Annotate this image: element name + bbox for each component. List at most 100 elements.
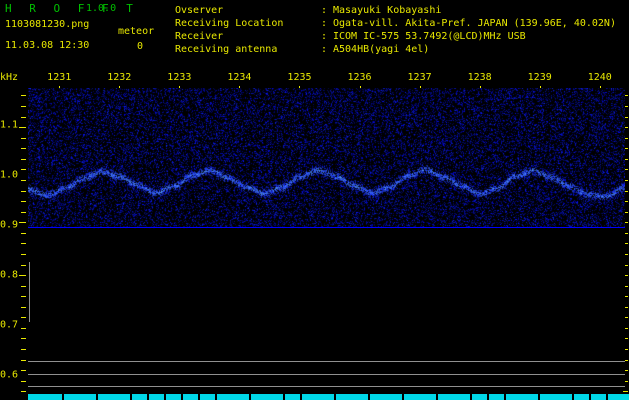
x-axis-tick-labels: 1231 1232 1233 1234 1235 1236 1237 1238 1239 1240 [0, 72, 629, 86]
y-tick-mark [21, 159, 26, 160]
info-row: Receiving antenna: A504HB(yagi 4el) [175, 43, 616, 56]
y-tick-mark-right [623, 159, 628, 160]
y-tick-mark [21, 317, 26, 318]
y-tick-mark [21, 254, 26, 255]
spectrogram-noise-canvas [28, 88, 625, 391]
x-tick-label: 1234 [227, 72, 252, 83]
app-title: H R O F F T [5, 2, 139, 15]
y-tick-mark [21, 296, 26, 297]
time-marker-gap [572, 394, 574, 400]
info-key: Receiving Location [175, 18, 284, 29]
time-marker-gap [334, 394, 336, 400]
info-key: Receiver [175, 31, 224, 42]
y-tick-label: 0.9 [0, 219, 19, 231]
y-tick-mark-right [623, 106, 628, 107]
y-tick-mark-right [623, 286, 628, 287]
y-tick-mark [21, 307, 26, 308]
info-separator: : [321, 5, 328, 16]
time-marker-gap [436, 394, 438, 400]
x-tick-label: 1231 [47, 72, 72, 83]
y-tick-mark-right [623, 180, 628, 181]
y-tick-mark-right [623, 254, 628, 255]
time-marker-gap [368, 394, 370, 400]
y-tick-mark [21, 370, 26, 371]
y-tick-mark [21, 95, 26, 96]
y-tick-mark [19, 127, 26, 128]
x-tick-label: 1240 [587, 72, 612, 83]
info-row: Receiver: ICOM IC-575 53.7492(@LCD)MHz US… [175, 30, 616, 43]
y-tick-mark-right [623, 191, 628, 192]
header-panel: H R O F F T 1.0.0 1103081230.png 11.03.0… [0, 0, 629, 66]
time-marker-gap [589, 394, 591, 400]
gray-line-1 [28, 361, 625, 362]
time-marker-gap [198, 394, 200, 400]
y-tick-mark-right [623, 317, 628, 318]
y-tick-mark-right [623, 212, 628, 213]
time-marker-gap [402, 394, 404, 400]
time-marker-gap [181, 394, 183, 400]
info-separator: : [321, 18, 328, 29]
meteor-label: meteor [118, 26, 155, 37]
time-marker-gap [504, 394, 506, 400]
y-tick-mark [21, 201, 26, 202]
y-tick-mark-right [623, 233, 628, 234]
y-tick-mark-right [623, 349, 628, 350]
y-tick-mark [21, 265, 26, 266]
y-tick-mark-right [623, 201, 628, 202]
time-marker-gap [300, 394, 302, 400]
y-tick-label: 0.8 [0, 269, 19, 281]
y-tick-mark-right [623, 138, 628, 139]
y-tick-mark [21, 349, 26, 350]
y-tick-mark [21, 391, 26, 392]
x-tick-label: 1232 [107, 72, 132, 83]
carrier-line [28, 227, 625, 228]
y-tick-mark-right [623, 265, 628, 266]
y-tick-label: 0.6 [0, 369, 19, 381]
meteor-count: 0 [136, 41, 144, 52]
x-tick-label: 1235 [287, 72, 312, 83]
time-marker-gap [249, 394, 251, 400]
time-marker-gap [538, 394, 540, 400]
y-tick-mark [19, 275, 26, 276]
info-separator: : [321, 44, 328, 55]
y-tick-mark-right [623, 307, 628, 308]
y-tick-mark-right [623, 148, 628, 149]
info-row: Ovserver: Masayuki Kobayashi [175, 4, 616, 17]
x-tick-label: 1239 [527, 72, 552, 83]
y-tick-mark [21, 233, 26, 234]
info-key: Ovserver [175, 5, 224, 16]
y-tick-mark [21, 169, 26, 170]
x-tick-label: 1238 [467, 72, 492, 83]
spectrogram-plot [28, 88, 625, 391]
info-key: Receiving antenna [175, 44, 278, 55]
info-value: Ogata-vill. Akita-Pref. JAPAN (139.96E, … [333, 18, 616, 29]
gray-vertical [29, 262, 30, 322]
y-tick-mark-right [623, 243, 628, 244]
y-axis-unit-label: kHz [0, 72, 19, 83]
y-tick-mark-right [623, 381, 628, 382]
y-tick-mark-right [623, 391, 628, 392]
time-marker-gap [606, 394, 608, 400]
time-marker-gap [130, 394, 132, 400]
observation-info-table: Ovserver: Masayuki Kobayashi Receiving Loc… [175, 4, 616, 56]
y-tick-mark-right [623, 169, 628, 170]
y-tick-mark-right [623, 370, 628, 371]
time-marker-gap [164, 394, 166, 400]
y-tick-mark-right [623, 296, 628, 297]
y-tick-label: 1.1 [0, 119, 19, 131]
y-tick-mark [21, 286, 26, 287]
y-tick-mark [21, 243, 26, 244]
info-row: Receiving Location: Ogata-vill. Akita-Pre… [175, 17, 616, 30]
y-tick-mark [21, 191, 26, 192]
y-tick-mark-right [623, 328, 628, 329]
time-marker-gap [470, 394, 472, 400]
y-axis-tick-labels: 1.1 1.0 0.9 0.8 0.7 0.6 [0, 86, 28, 391]
gray-line-2 [28, 374, 625, 375]
y-tick-mark [21, 212, 26, 213]
y-tick-mark [21, 138, 26, 139]
y-tick-mark-right [623, 360, 628, 361]
info-value: A504HB(yagi 4el) [333, 44, 430, 55]
info-value: ICOM IC-575 53.7492(@LCD)MHz USB [333, 31, 526, 42]
time-marker-gap [283, 394, 285, 400]
